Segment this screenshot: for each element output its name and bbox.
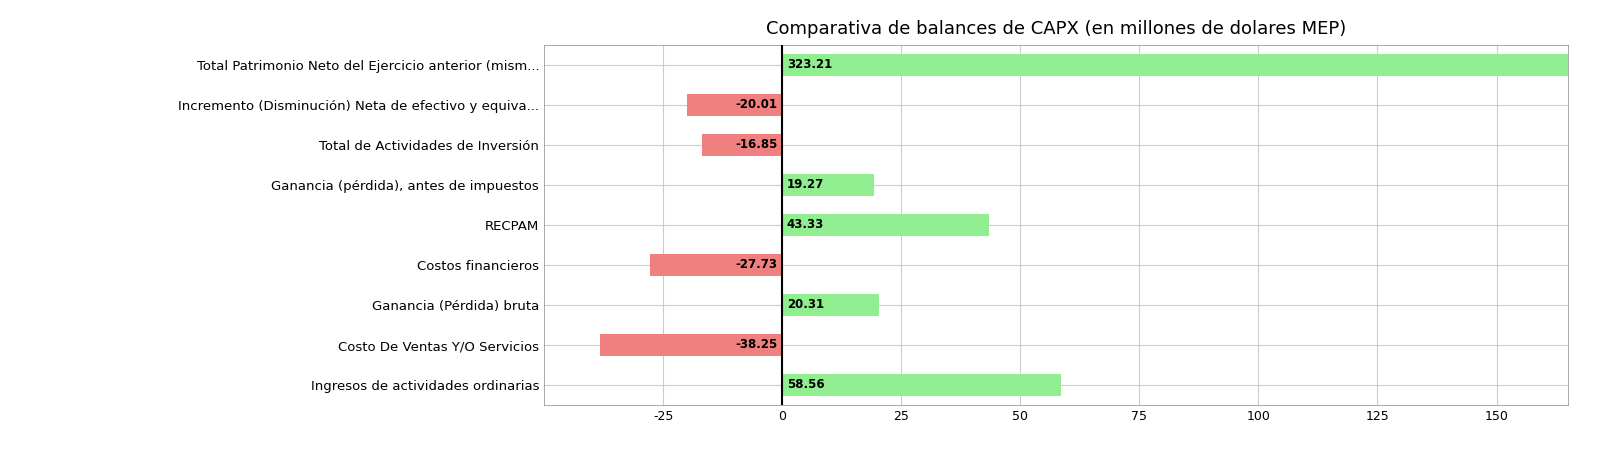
Title: Comparativa de balances de CAPX (en millones de dolares MEP): Comparativa de balances de CAPX (en mill… — [766, 20, 1346, 38]
Bar — [600, 334, 782, 356]
Text: -16.85: -16.85 — [734, 139, 778, 152]
Text: -27.73: -27.73 — [736, 258, 778, 271]
Bar — [782, 374, 1061, 396]
Text: -20.01: -20.01 — [736, 99, 778, 112]
Bar — [782, 294, 878, 316]
Text: 43.33: 43.33 — [787, 219, 824, 231]
Bar — [702, 134, 782, 156]
Text: 58.56: 58.56 — [787, 378, 824, 392]
Bar — [782, 54, 1600, 76]
Text: 20.31: 20.31 — [787, 298, 824, 311]
Bar — [782, 174, 874, 196]
Bar — [782, 214, 989, 236]
Bar — [686, 94, 782, 116]
Text: 19.27: 19.27 — [787, 179, 824, 192]
Text: -38.25: -38.25 — [734, 338, 778, 351]
Bar — [650, 254, 782, 276]
Text: 323.21: 323.21 — [787, 58, 832, 72]
